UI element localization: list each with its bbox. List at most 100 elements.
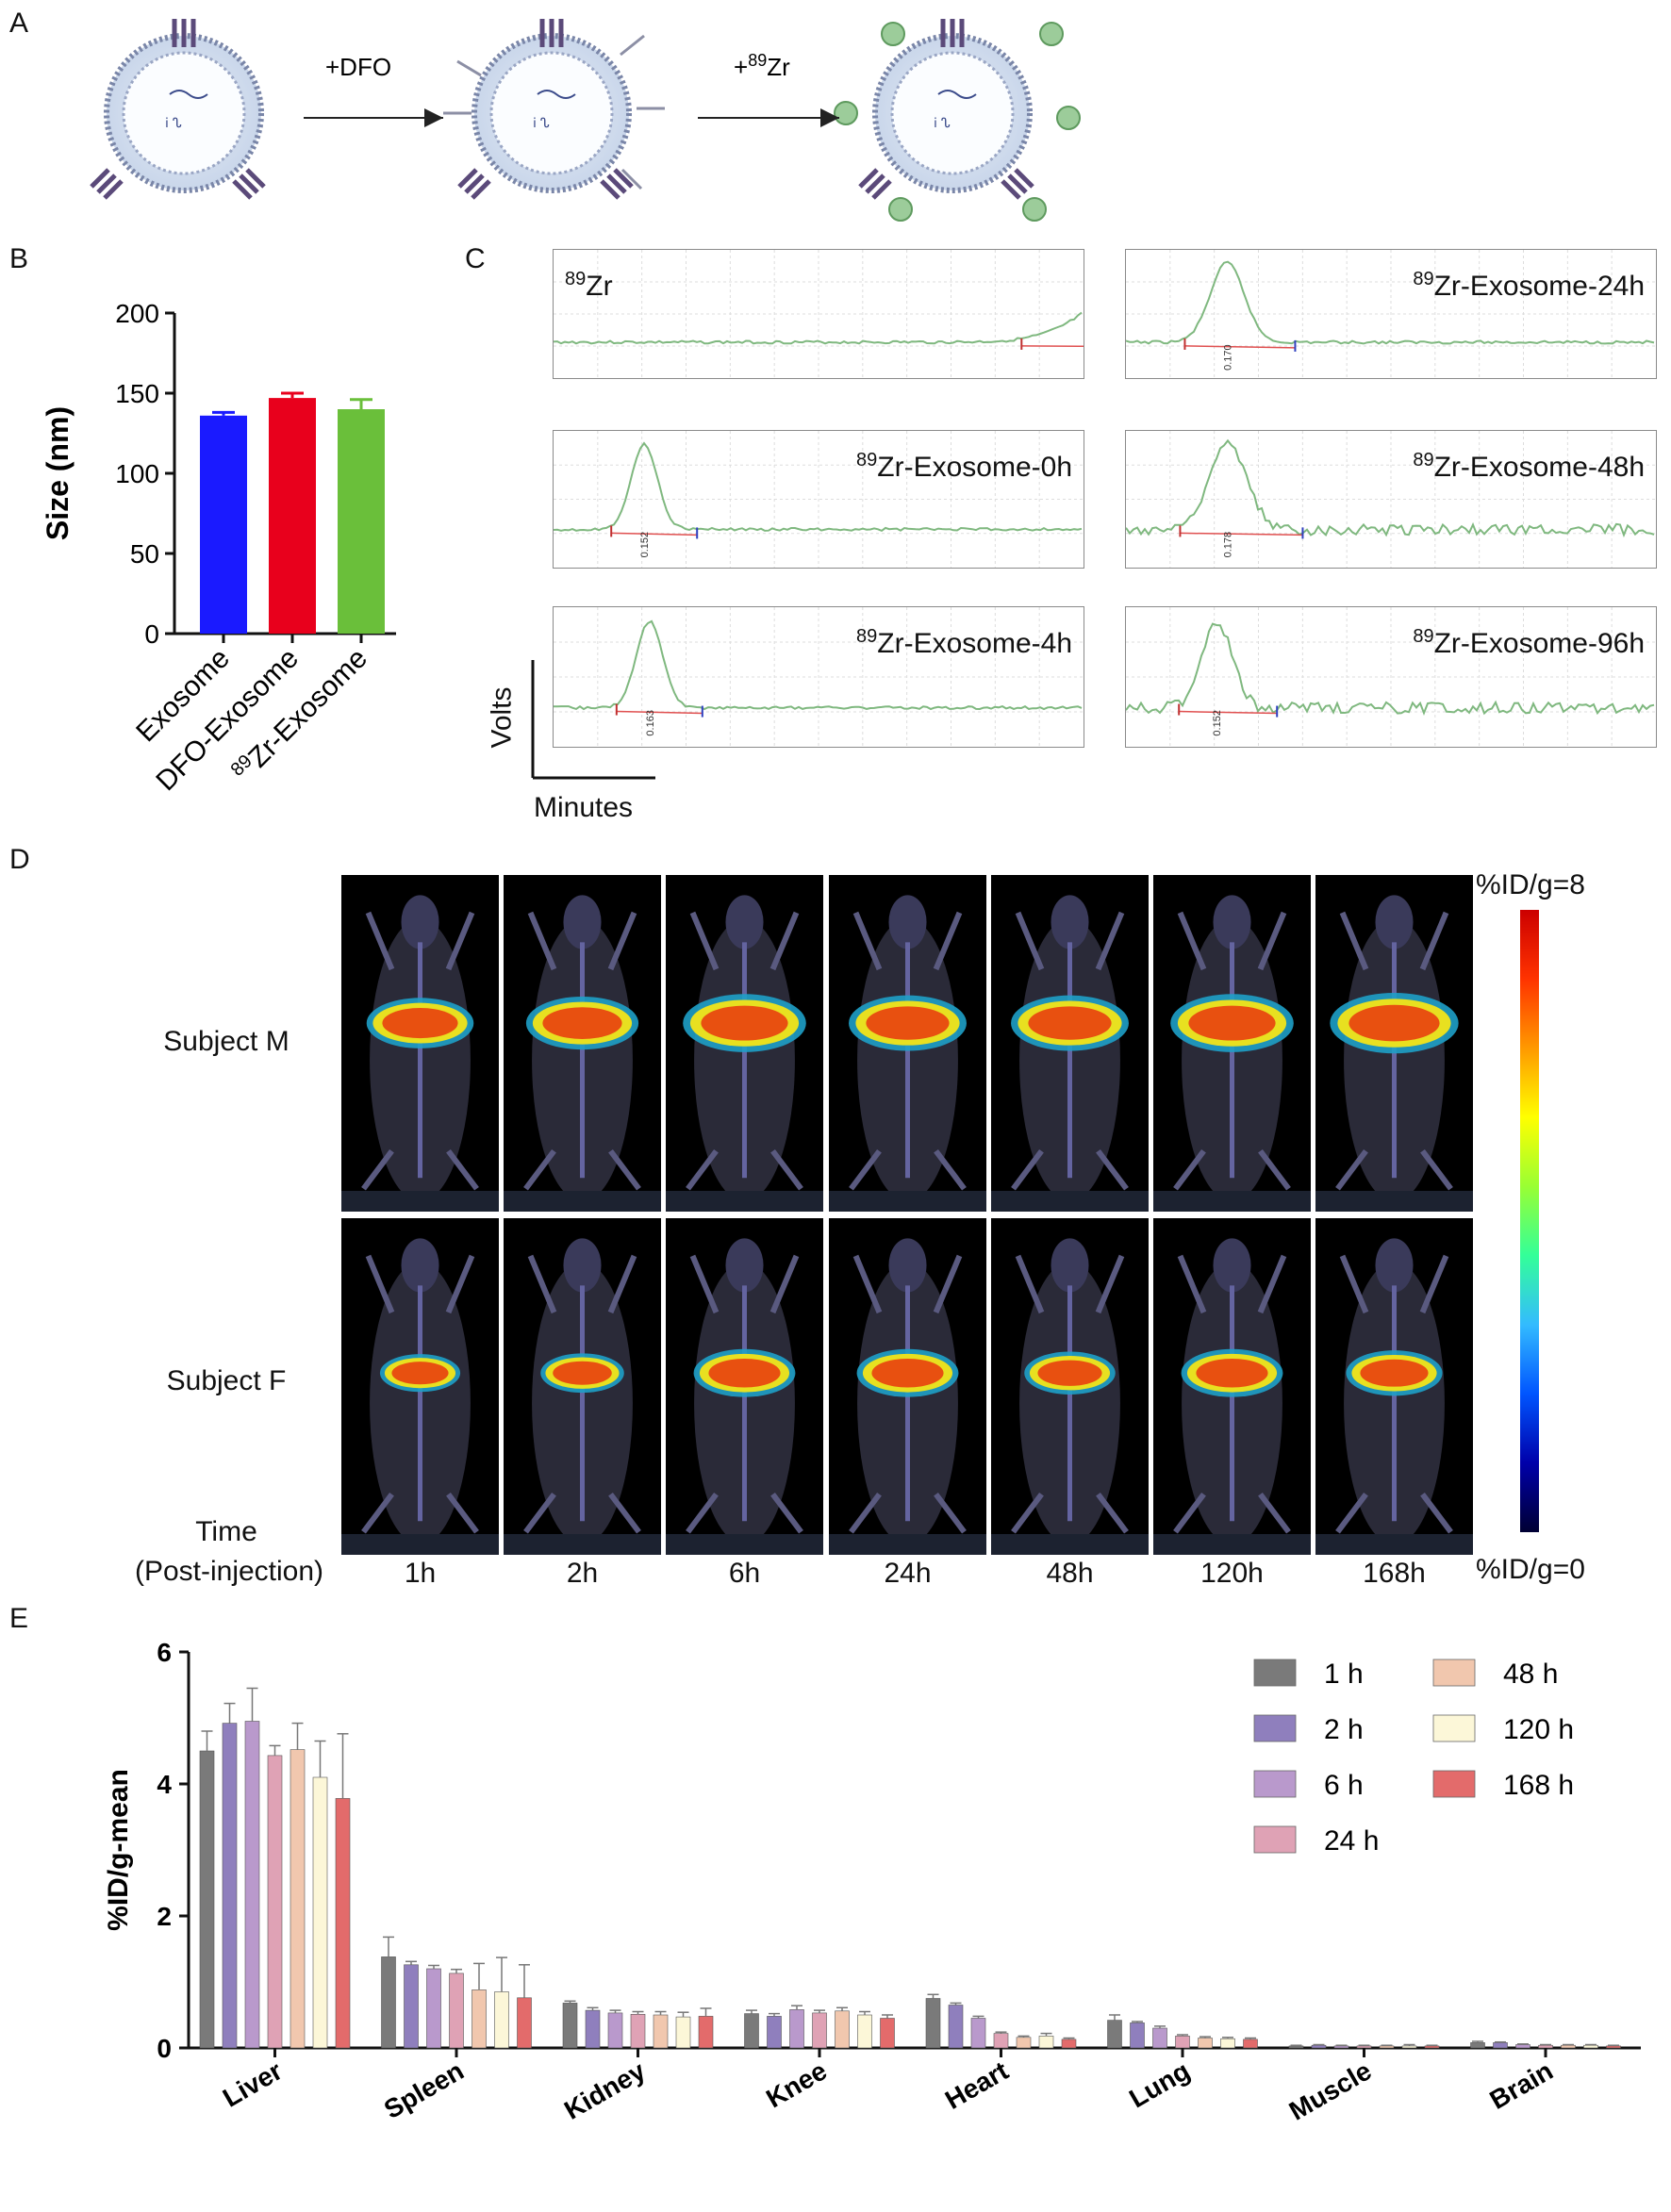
scan-bed <box>666 1534 823 1555</box>
legend-swatch <box>1432 1770 1476 1798</box>
forelimb <box>1015 911 1125 971</box>
bar <box>1424 2045 1440 2049</box>
bar <box>1288 2045 1304 2049</box>
scan-bed <box>829 1191 986 1212</box>
bar <box>335 1798 351 2049</box>
scan-bed <box>829 1534 986 1555</box>
liver-uptake-core <box>1348 1004 1440 1042</box>
bar <box>381 1956 396 2049</box>
integration-line <box>1180 532 1303 536</box>
liver-uptake-core <box>1037 1360 1102 1386</box>
time-subtitle: (Post-injection) <box>134 1556 324 1587</box>
integration-line <box>1179 710 1278 715</box>
hindlimb <box>849 1148 967 1191</box>
isotope-superscript: 89 <box>565 269 587 289</box>
integration-line <box>611 532 698 536</box>
peak-time-label: 0.178 <box>1222 532 1233 558</box>
hindlimb <box>849 1492 967 1534</box>
head-silhouette <box>888 1238 927 1293</box>
mouse-scan <box>829 1238 986 1555</box>
bar <box>1583 2044 1598 2049</box>
panel-label-a: A <box>9 8 29 39</box>
hindlimb <box>686 1148 803 1191</box>
bar <box>948 2005 964 2049</box>
head-silhouette <box>1375 1238 1414 1293</box>
mouse-scan <box>341 895 499 1212</box>
chromatogram-label: 89Zr <box>565 269 613 303</box>
legend-label: 24 h <box>1324 1825 1379 1857</box>
zr-step-label: +89Zr <box>734 51 790 81</box>
exosome-dfo-icon: ⅰ ᔐ <box>443 19 665 200</box>
forelimb <box>1015 1254 1125 1314</box>
forelimb <box>1177 1254 1287 1314</box>
liver-uptake-core <box>1196 1358 1268 1388</box>
head-silhouette <box>401 1238 439 1293</box>
y-axis-label: %ID/g-mean <box>103 1769 134 1931</box>
y-tick-label: 150 <box>115 379 159 408</box>
chromatogram-plot: 0.163 <box>554 607 1084 747</box>
chromatogram-panel: 0.170 89Zr-Exosome-24h <box>1125 249 1657 379</box>
chromatogram-label: 89Zr-Exosome-48h <box>1413 450 1645 484</box>
bar <box>880 2018 895 2049</box>
bar <box>789 2009 804 2049</box>
mouse-scan <box>991 895 1149 1212</box>
chromatogram-plot: 0.152 <box>1126 607 1656 747</box>
colorbar-min-label: %ID/g=0 <box>1476 1554 1585 1585</box>
y-tick-label: 4 <box>157 1770 172 1799</box>
bar <box>744 2013 759 2049</box>
y-tick-label: 50 <box>130 539 159 569</box>
liver-uptake-core <box>1188 1005 1276 1041</box>
isotope-superscript: 89 <box>1413 269 1434 289</box>
peak-time-label: 0.163 <box>645 710 656 736</box>
pet-image <box>504 1218 661 1555</box>
svg-text:ⅰ ᔐ: ⅰ ᔐ <box>533 115 550 130</box>
chromatogram-panel: 0.178 89Zr-Exosome-48h <box>1125 430 1657 569</box>
head-silhouette <box>1051 895 1089 949</box>
forelimb <box>365 1254 475 1314</box>
bar <box>200 415 247 634</box>
hindlimb <box>1011 1492 1129 1534</box>
pet-image <box>666 1218 823 1555</box>
bar <box>517 1997 532 2049</box>
bar <box>970 2018 986 2049</box>
forelimb <box>527 1254 637 1314</box>
integration-line <box>616 710 703 715</box>
head-silhouette <box>563 1238 602 1293</box>
scan-bed <box>1153 1191 1311 1212</box>
forelimb <box>365 911 475 971</box>
trace-line <box>1126 438 1655 538</box>
liver-uptake-core <box>866 1006 950 1040</box>
hindlimb <box>361 1492 479 1534</box>
legend-label: 2 h <box>1324 1714 1364 1745</box>
pet-image <box>504 875 661 1212</box>
bar <box>1220 2038 1235 2049</box>
hindlimb <box>1173 1148 1291 1191</box>
bar <box>1538 2044 1553 2049</box>
bar <box>1311 2044 1327 2049</box>
mouse-scan <box>1153 895 1311 1212</box>
panel-label-d: D <box>9 844 30 875</box>
bar <box>312 1776 328 2049</box>
bar <box>1038 2036 1054 2049</box>
bar <box>1061 2039 1077 2049</box>
scan-bed <box>991 1191 1149 1212</box>
pet-image <box>991 875 1149 1212</box>
mouse-scan <box>1315 895 1473 1212</box>
mouse-scan <box>341 1238 499 1555</box>
liver-uptake-core <box>391 1362 449 1385</box>
trace-name: Zr-Exosome-0h <box>877 452 1072 483</box>
trace-line <box>554 441 1083 533</box>
pet-image <box>829 1218 986 1555</box>
bar <box>562 2003 578 2049</box>
time-label: 6h <box>728 1558 761 1589</box>
liver-uptake-core <box>871 1358 944 1388</box>
bar <box>449 1973 464 2049</box>
forelimb <box>852 911 963 971</box>
panel-label-e: E <box>9 1603 29 1634</box>
x-tick-label: Heart <box>940 2055 1014 2115</box>
peak-time-label: 0.170 <box>1222 344 1233 371</box>
legend-label: 48 h <box>1503 1659 1558 1690</box>
bar <box>1379 2045 1395 2049</box>
pet-image <box>1315 875 1473 1212</box>
